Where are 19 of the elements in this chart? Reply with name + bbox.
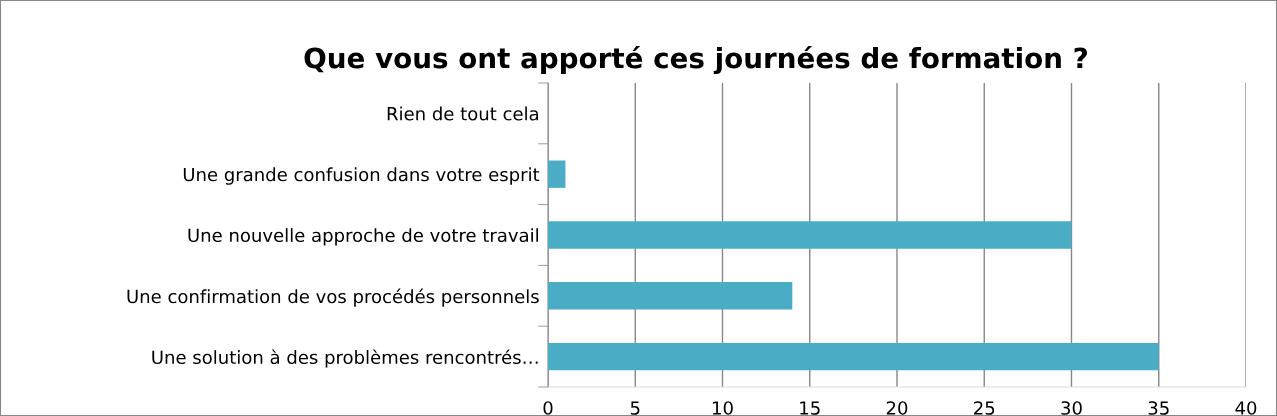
x-tick-label: 20 [886, 401, 908, 415]
x-tick-label: 5 [630, 401, 640, 415]
y-tick-label: Une confirmation de vos procédés personnels [127, 288, 539, 307]
x-tick-label: 10 [713, 401, 733, 415]
bar [548, 282, 793, 310]
y-tick-label: Une grande confusion dans votre esprit [183, 167, 540, 185]
x-tick-label: 25 [974, 401, 995, 415]
x-tick-label: 35 [1148, 401, 1169, 415]
bar [548, 342, 1159, 371]
x-tick-label: 15 [800, 401, 820, 415]
x-tick-label: 0 [543, 401, 553, 415]
y-tick-label: Une solution à des problèmes rencontrés… [152, 349, 538, 368]
x-tick-label: 40 [1235, 401, 1257, 415]
x-tick-label: 30 [1061, 401, 1082, 415]
bar [548, 160, 566, 188]
bar [548, 221, 1072, 249]
y-tick-label: Une nouvelle approche de votre travail [188, 228, 538, 246]
chart-title: Que vous ont apporté ces journées de formation ? [304, 45, 1087, 75]
y-tick-label: Rien de tout cela [387, 106, 539, 121]
